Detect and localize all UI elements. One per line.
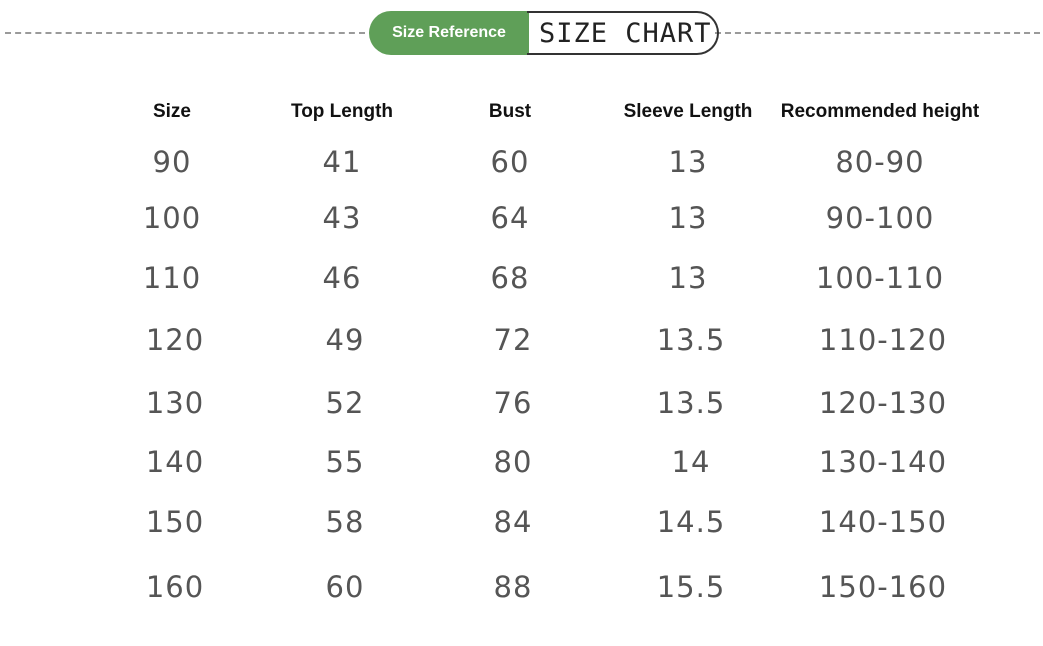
table-cell: 140 [145,445,205,479]
table-cell: 43 [322,201,362,235]
table-cell: 120 [145,323,205,357]
table-cell: 84 [493,505,533,539]
divider-left [5,32,365,34]
table-cell: 14.5 [656,505,726,539]
table-cell: 13 [668,145,708,179]
table-cell: 110-120 [818,323,948,357]
table-cell: 150-160 [818,570,948,604]
table-cell: 15.5 [656,570,726,604]
table-cell: 80 [493,445,533,479]
table-cell: 140-150 [818,505,948,539]
table-cell: 14 [671,445,711,479]
table-cell: 72 [493,323,533,357]
table-cell: 13 [668,261,708,295]
table-cell: 68 [490,261,530,295]
table-cell: 13.5 [656,323,726,357]
table-cell: 13.5 [656,386,726,420]
table-cell: 150 [145,505,205,539]
table-cell: 60 [490,145,530,179]
table-cell: 76 [493,386,533,420]
column-header: Top Length [290,101,394,122]
table-cell: 120-130 [818,386,948,420]
table-cell: 58 [325,505,365,539]
table-cell: 110 [142,261,202,295]
column-header: Bust [488,101,532,122]
table-cell: 100-110 [815,261,945,295]
table-cell: 46 [322,261,362,295]
table-cell: 13 [668,201,708,235]
title-badge: Size Reference SIZE CHART [369,11,719,55]
table-cell: 49 [325,323,365,357]
column-header: Size [152,101,192,122]
table-cell: 55 [325,445,365,479]
column-header: Recommended height [780,101,980,122]
table-cell: 60 [325,570,365,604]
size-chart-title: SIZE CHART [527,11,719,55]
table-cell: 160 [145,570,205,604]
table-cell: 64 [490,201,530,235]
size-reference-label: Size Reference [369,11,529,55]
table-cell: 90 [152,145,192,179]
table-cell: 100 [142,201,202,235]
table-cell: 130 [145,386,205,420]
divider-right [715,32,1040,34]
table-cell: 90-100 [825,201,935,235]
column-header: Sleeve Length [623,101,753,122]
table-cell: 80-90 [835,145,925,179]
table-cell: 88 [493,570,533,604]
table-cell: 41 [322,145,362,179]
table-cell: 52 [325,386,365,420]
table-cell: 130-140 [818,445,948,479]
